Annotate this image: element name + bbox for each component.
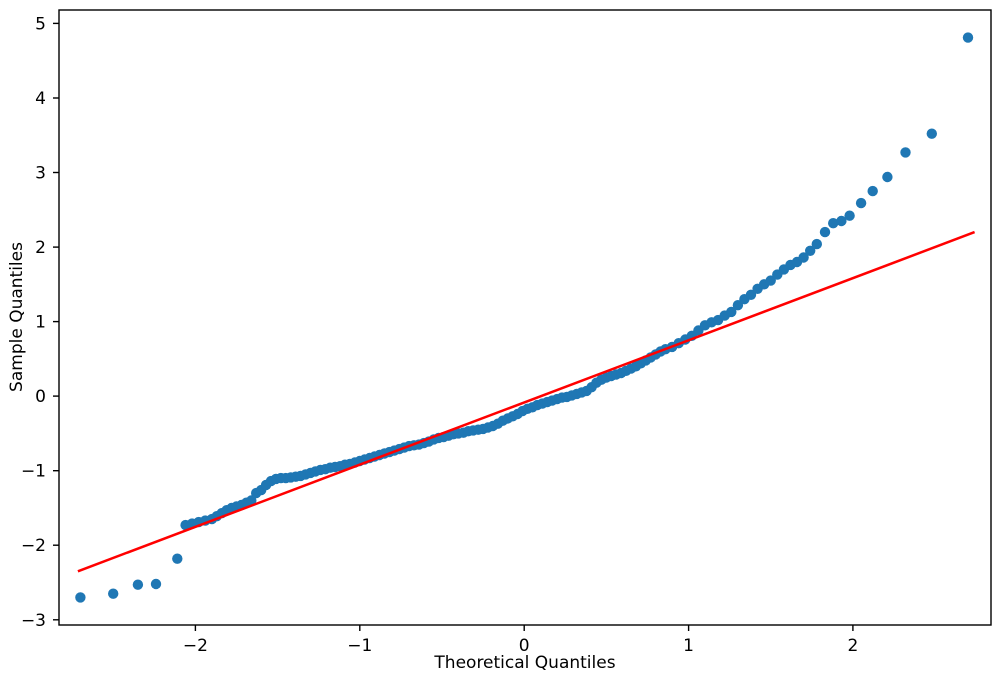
x-axis-title: Theoretical Quantiles [433,653,615,673]
scatter-point [900,147,911,158]
plot-border [58,9,992,626]
scatter-point [811,238,822,250]
y-tick-label: 3 [35,164,46,184]
scatter-point [836,215,847,227]
x-tick-label: 1 [683,636,694,656]
y-tick-label: −1 [21,462,46,482]
x-tick-label: 0 [519,636,530,656]
x-tick-label: 2 [847,636,858,656]
scatter-point [108,588,119,599]
scatter-point [926,128,937,139]
scatter-point [962,32,974,43]
scatter-point [855,197,867,209]
y-tick-label: 4 [35,89,46,109]
y-tick-label: 5 [35,14,46,34]
scatter-point [246,495,257,506]
scatter-point [132,579,144,590]
y-tick-label: −2 [21,536,46,556]
x-tick-label: −1 [347,636,372,656]
plot-area: −2 −1 0 1 2 −3 −2 −1 0 1 2 3 4 5 [21,9,992,656]
scatter-point [882,171,893,183]
y-tick-label: 2 [35,238,46,258]
scatter-point [150,578,162,590]
scatter-point [819,226,831,238]
scatter-point [805,245,816,256]
y-tick-label: 0 [35,387,46,407]
scatter-point [75,592,86,603]
scatter-point [844,210,855,221]
scatter-point [745,289,757,300]
scatter-point [172,553,183,564]
y-tick-label: −3 [21,611,46,631]
reference-line [77,230,976,573]
scatter-point [765,275,776,286]
x-tick-label: −2 [183,636,208,656]
y-tick-label: 1 [35,313,46,333]
scatter-point [798,252,809,263]
scatter-point [867,185,878,197]
y-axis-title: Sample Quantiles [7,242,27,392]
scatter-point [828,218,839,229]
scatter-point [726,306,737,318]
